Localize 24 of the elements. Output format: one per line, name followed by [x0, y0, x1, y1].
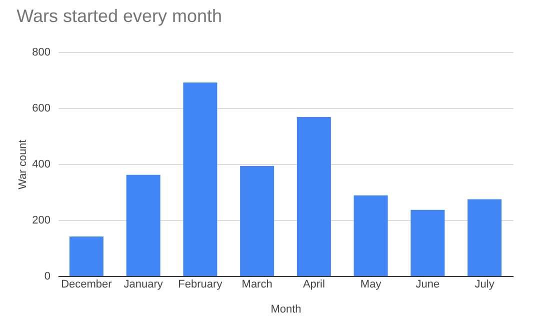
- bar: [126, 174, 160, 276]
- bar: [69, 236, 104, 276]
- bar: [354, 195, 388, 276]
- y-tick-label: 800: [32, 46, 50, 58]
- y-tick-label: 400: [32, 158, 50, 170]
- x-tick-label: January: [124, 278, 164, 290]
- x-tick-label: June: [416, 278, 440, 290]
- x-tick-label: March: [242, 278, 272, 290]
- bar: [240, 166, 274, 276]
- x-tick-label: December: [61, 278, 112, 290]
- y-axis-title: War count: [17, 140, 30, 190]
- x-tick-label: February: [178, 278, 223, 290]
- bar: [468, 199, 502, 276]
- bar: [296, 116, 331, 276]
- x-tick-label: April: [302, 278, 325, 290]
- x-tick-label: July: [474, 278, 495, 290]
- bar: [183, 82, 218, 276]
- x-tick-label: May: [360, 278, 382, 290]
- y-tick-label: 200: [32, 214, 50, 226]
- bar: [410, 210, 445, 276]
- y-tick-label: 0: [44, 270, 50, 282]
- x-axis-title: Month: [270, 304, 302, 316]
- y-tick-label: 600: [32, 102, 50, 114]
- chart-title: Wars started every month: [16, 6, 222, 26]
